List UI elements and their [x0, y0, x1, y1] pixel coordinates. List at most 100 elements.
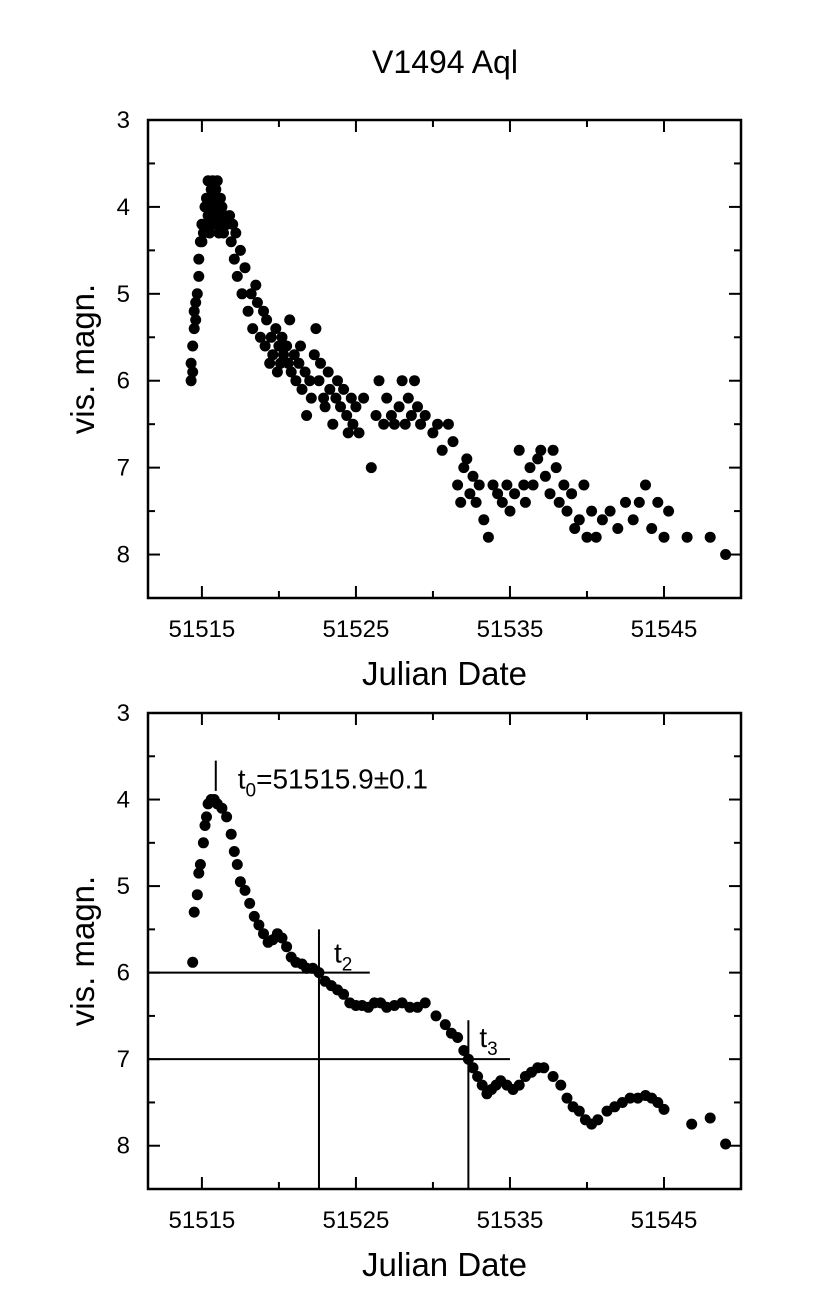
- data-point: [201, 811, 212, 823]
- data-point: [646, 523, 658, 534]
- data-point: [187, 956, 199, 968]
- data-point: [419, 997, 431, 1009]
- data-point: [381, 392, 393, 404]
- x-tick-label: 51535: [477, 1207, 544, 1234]
- plot-frame: [146, 118, 743, 600]
- data-point: [341, 410, 353, 421]
- data-point: [501, 479, 513, 491]
- data-point: [271, 366, 283, 378]
- data-point: [188, 305, 200, 317]
- data-point: [231, 859, 243, 870]
- data-point: [620, 496, 631, 508]
- data-point: [188, 906, 200, 918]
- data-point: [335, 401, 346, 413]
- data-point: [253, 919, 265, 931]
- data-point: [254, 331, 266, 343]
- bottom-panel: 3 4 5 6 7 8 51515 51525 51535 51545 Julian Date vis…: [64, 700, 743, 1283]
- y-axis-label: vis. magn.: [64, 284, 101, 434]
- data-point: [239, 884, 251, 896]
- data-point: [190, 297, 202, 308]
- data-point: [230, 227, 242, 239]
- data-point: [299, 366, 311, 378]
- data-point: [201, 192, 212, 204]
- data-point: [472, 1071, 484, 1082]
- y-tick-label: 7: [117, 455, 130, 482]
- data-point: [432, 418, 444, 430]
- data-point: [330, 392, 342, 404]
- y-tick-label: 5: [117, 873, 130, 900]
- data-point: [214, 192, 226, 204]
- y-tick-label: 4: [117, 787, 130, 814]
- data-point: [720, 549, 732, 560]
- data-point: [464, 488, 476, 500]
- y-tick-label: 3: [117, 700, 130, 727]
- data-point: [544, 488, 556, 500]
- data-point: [458, 462, 470, 474]
- data-point: [436, 444, 448, 456]
- data-point: [310, 323, 322, 335]
- data-point: [663, 505, 675, 517]
- data-point: [409, 375, 420, 387]
- data-point: [225, 236, 237, 248]
- data-point: [187, 366, 199, 378]
- data-point: [225, 828, 237, 840]
- y-tick-label: 3: [117, 107, 130, 134]
- data-point: [204, 227, 216, 239]
- data-point: [455, 496, 467, 508]
- data-point: [231, 270, 243, 282]
- data-point: [415, 418, 427, 430]
- data-point: [399, 418, 411, 430]
- data-point: [539, 470, 551, 482]
- data-point: [185, 357, 197, 369]
- data-point: [338, 988, 350, 1000]
- data-point: [353, 427, 365, 439]
- data-point: [604, 505, 616, 517]
- data-point: [385, 410, 397, 421]
- data-point: [199, 820, 211, 831]
- y-axis-label: vis. magn.: [64, 876, 101, 1026]
- data-point: [358, 392, 370, 404]
- data-point: [504, 505, 516, 517]
- data-point: [388, 418, 400, 430]
- top-panel: 3 4 5 6 7 8 51515 51525 51535 51545 Julian Date vis…: [64, 107, 743, 692]
- data-point: [295, 340, 306, 352]
- data-point: [658, 531, 670, 543]
- data-point: [234, 244, 246, 256]
- data-point: [264, 357, 276, 369]
- data-point: [258, 928, 269, 940]
- data-point: [191, 288, 203, 300]
- data-point: [370, 410, 382, 421]
- data-point: [218, 227, 229, 239]
- data-point: [373, 375, 385, 387]
- x-tick-label: 51525: [323, 616, 390, 643]
- data-point: [221, 811, 233, 823]
- data-point: [196, 236, 208, 248]
- data-point: [265, 331, 277, 343]
- data-point: [244, 897, 256, 909]
- data-point: [532, 453, 544, 465]
- data-point: [228, 846, 240, 857]
- data-point: [555, 1079, 567, 1091]
- y-tick-label: 8: [117, 1133, 130, 1160]
- data-point: [452, 479, 464, 491]
- data-point: [304, 375, 316, 387]
- data-point: [573, 514, 585, 526]
- data-point: [590, 531, 602, 543]
- data-point: [447, 436, 459, 448]
- data-point: [267, 349, 279, 361]
- data-point: [527, 479, 539, 491]
- data-point: [293, 357, 305, 369]
- data-point: [404, 1001, 416, 1013]
- data-point: [378, 418, 390, 430]
- data-point: [282, 357, 294, 369]
- data-point: [586, 505, 598, 517]
- data-point: [405, 410, 417, 421]
- data-point: [550, 462, 562, 474]
- data-point: [347, 418, 359, 430]
- data-point: [547, 1071, 559, 1082]
- data-point: [581, 531, 593, 543]
- data-point: [658, 1103, 670, 1115]
- data-point: [430, 1010, 442, 1022]
- data-point: [242, 305, 254, 317]
